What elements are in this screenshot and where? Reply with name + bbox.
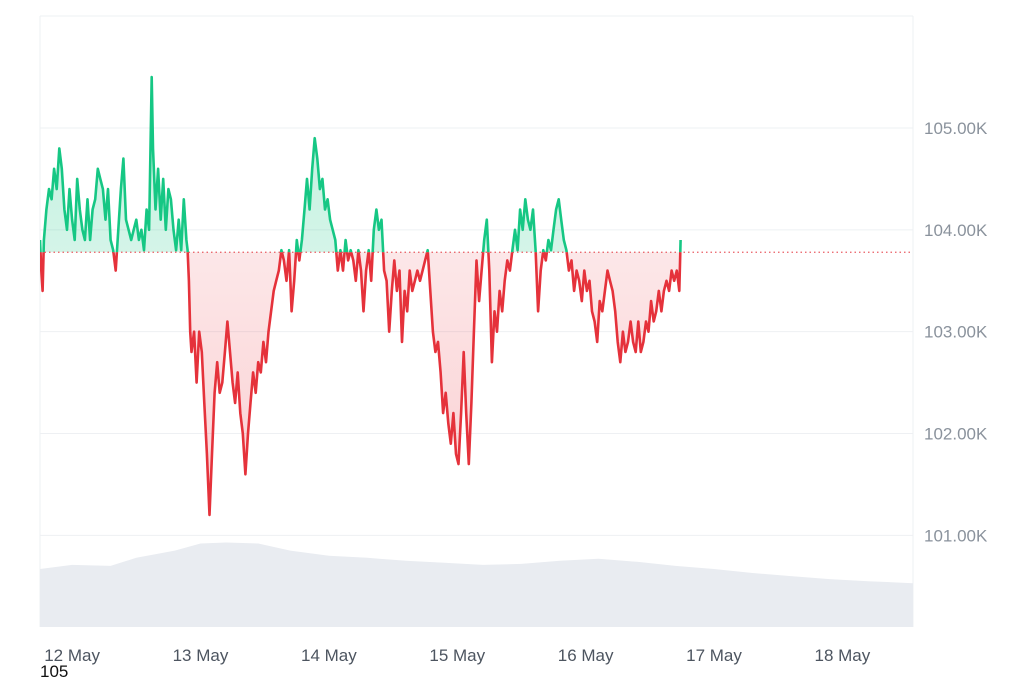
x-tick-label: 13 May [173, 646, 229, 665]
y-tick-label: 105.00K [924, 119, 988, 138]
grid-lines [40, 127, 913, 536]
y-tick-label: 104.00K [924, 221, 988, 240]
x-axis-ticks: 12 May 13 May 14 May 15 May 16 May 17 May 18 M… [44, 646, 871, 665]
y-tick-label: 103.00K [924, 323, 988, 342]
y-tick-label: 101.00K [924, 526, 988, 545]
x-tick-label: 12 May [44, 646, 100, 665]
x-tick-label: 17 May [686, 646, 742, 665]
price-line-above-baseline [40, 75, 682, 253]
footer-text: 105 [40, 662, 69, 681]
price-line-below-baseline [40, 252, 682, 517]
area-fill-below-baseline [40, 252, 681, 515]
x-tick-label: 16 May [558, 646, 614, 665]
x-tick-label: 18 May [815, 646, 871, 665]
y-axis-ticks: 101.00K 102.00K 103.00K 104.00K 105.00K [924, 119, 988, 545]
y-tick-label: 102.00K [924, 425, 988, 444]
x-tick-label: 14 May [301, 646, 357, 665]
volume-area [40, 542, 913, 627]
x-tick-label: 15 May [429, 646, 485, 665]
area-fill-above-baseline [40, 77, 681, 253]
